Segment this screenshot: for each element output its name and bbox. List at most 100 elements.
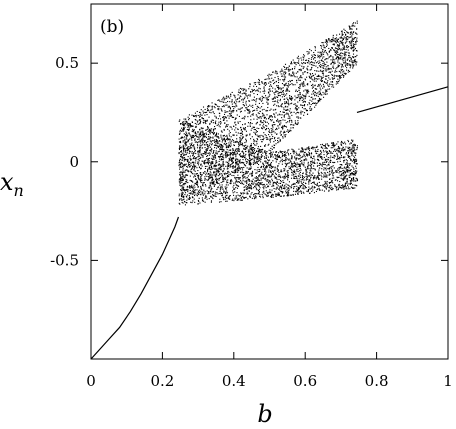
scatter-point: [222, 170, 225, 172]
scatter-point: [305, 148, 307, 150]
scatter-point: [269, 136, 271, 138]
scatter-point: [296, 62, 298, 64]
scatter-point: [280, 105, 282, 107]
scatter-point: [241, 88, 243, 90]
scatter-point: [220, 147, 222, 149]
scatter-point: [217, 178, 219, 180]
scatter-point: [222, 176, 224, 178]
scatter-point: [314, 70, 316, 72]
scatter-point: [223, 143, 226, 145]
scatter-point: [332, 175, 334, 177]
scatter-point: [314, 49, 316, 51]
scatter-point: [319, 98, 321, 100]
scatter-point: [351, 61, 353, 63]
scatter-point: [178, 195, 180, 197]
scatter-point: [291, 68, 293, 70]
scatter-point: [314, 78, 316, 80]
scatter-point: [314, 73, 316, 75]
scatter-point: [329, 187, 331, 189]
scatter-point: [314, 186, 316, 188]
scatter-point: [231, 140, 233, 142]
scatter-point: [263, 192, 265, 194]
scatter-point: [323, 62, 325, 64]
scatter-point: [299, 97, 301, 99]
scatter-point: [321, 77, 323, 79]
scatter-point: [304, 156, 306, 158]
scatter-point: [319, 87, 321, 89]
scatter-point: [240, 192, 242, 194]
scatter-point: [243, 186, 245, 188]
scatter-point: [312, 91, 314, 93]
scatter-point: [234, 198, 236, 200]
scatter-point: [340, 163, 343, 166]
scatter-point: [228, 130, 230, 132]
scatter-point: [245, 138, 247, 140]
scatter-point: [263, 97, 265, 99]
scatter-point: [194, 170, 196, 172]
scatter-point: [195, 135, 197, 137]
scatter-point: [290, 119, 292, 121]
scatter-point: [195, 165, 197, 167]
scatter-point: [299, 100, 301, 102]
scatter-point: [230, 95, 232, 97]
scatter-point: [184, 138, 186, 140]
scatter-point: [239, 108, 241, 110]
scatter-point: [224, 140, 226, 142]
scatter-point: [345, 146, 347, 148]
scatter-point: [198, 174, 200, 176]
scatter-point: [310, 176, 312, 178]
scatter-point: [215, 150, 217, 152]
scatter-point: [282, 111, 284, 113]
scatter-point: [230, 152, 232, 154]
scatter-point: [322, 72, 325, 74]
scatter-point: [243, 162, 245, 164]
scatter-point: [319, 189, 321, 191]
scatter-point: [356, 180, 359, 182]
scatter-point: [258, 188, 260, 191]
scatter-point: [344, 176, 346, 178]
scatter-point: [298, 60, 300, 62]
scatter-point: [260, 173, 262, 175]
scatter-point: [200, 145, 202, 147]
scatter-point: [350, 181, 352, 183]
scatter-point: [232, 192, 234, 194]
scatter-point: [354, 159, 356, 161]
scatter-point: [208, 175, 210, 178]
scatter-point: [338, 44, 340, 46]
scatter-point: [287, 67, 289, 69]
scatter-point: [188, 132, 190, 134]
scatter-point: [308, 186, 310, 188]
scatter-point: [315, 152, 317, 154]
scatter-point: [295, 64, 297, 66]
scatter-point: [203, 162, 205, 164]
scatter-point: [266, 99, 268, 101]
scatter-point: [245, 148, 247, 150]
scatter-point: [180, 193, 182, 195]
scatter-point: [313, 187, 315, 189]
scatter-point: [201, 134, 203, 136]
scatter-point: [296, 185, 298, 187]
scatter-point: [340, 68, 342, 70]
scatter-point: [314, 162, 316, 164]
scatter-point: [238, 165, 240, 167]
scatter-point: [334, 150, 337, 152]
scatter-point: [213, 157, 215, 159]
scatter-point: [275, 155, 277, 157]
scatter-point: [228, 174, 230, 176]
scatter-point: [191, 125, 194, 127]
scatter-point: [253, 150, 256, 152]
scatter-point: [350, 173, 352, 175]
scatter-point: [329, 39, 331, 41]
scatter-point: [258, 191, 260, 193]
scatter-point: [353, 173, 355, 175]
scatter-point: [338, 168, 340, 170]
scatter-point: [304, 187, 306, 189]
scatter-point: [183, 175, 185, 177]
scatter-point: [348, 151, 350, 154]
scatter-point: [349, 57, 351, 59]
scatter-point: [341, 42, 343, 44]
scatter-point: [221, 174, 224, 176]
scatter-point: [287, 85, 289, 87]
scatter-point: [193, 169, 195, 171]
scatter-point: [355, 158, 357, 160]
